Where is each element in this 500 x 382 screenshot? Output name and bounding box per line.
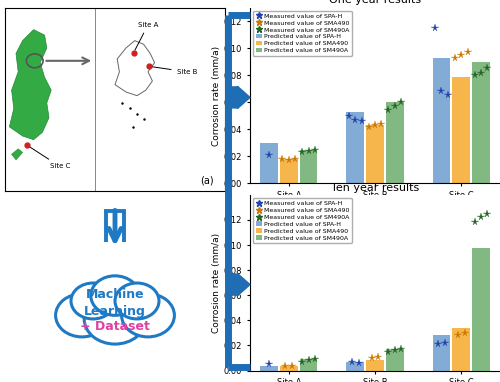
Legend: Measured value of SPA-H, Measured value of SMA490, Measured value of SM490A, Pre: Measured value of SPA-H, Measured value … <box>253 198 352 243</box>
Legend: Measured value of SPA-H, Measured value of SMA490, Measured value of SM490A, Pre: Measured value of SPA-H, Measured value … <box>253 11 352 56</box>
Circle shape <box>122 294 174 337</box>
Text: Site C: Site C <box>30 147 70 170</box>
Bar <box>432 335 450 371</box>
Text: Site B: Site B <box>152 67 197 75</box>
Circle shape <box>71 283 115 319</box>
Bar <box>346 112 364 183</box>
Text: (c): (c) <box>255 200 270 210</box>
Text: + Dataset: + Dataset <box>80 320 150 333</box>
Circle shape <box>91 276 139 316</box>
Bar <box>280 366 297 371</box>
Bar <box>300 359 318 371</box>
Bar <box>386 102 404 183</box>
Bar <box>366 361 384 371</box>
Title: One year results: One year results <box>329 0 421 5</box>
Bar <box>280 159 297 183</box>
Text: (b): (b) <box>255 13 271 23</box>
Bar <box>386 349 404 371</box>
Bar <box>260 366 278 371</box>
Bar <box>452 328 470 371</box>
Text: (a): (a) <box>200 175 214 186</box>
Bar <box>472 62 490 183</box>
Polygon shape <box>10 30 51 140</box>
Bar <box>452 76 470 183</box>
Bar <box>346 362 364 371</box>
Circle shape <box>115 283 159 319</box>
Bar <box>472 248 490 371</box>
Bar <box>260 143 278 183</box>
Circle shape <box>84 294 146 344</box>
Text: Site A: Site A <box>135 22 158 50</box>
Bar <box>366 125 384 183</box>
Polygon shape <box>12 149 22 160</box>
Y-axis label: Corrosion rate (mm/a): Corrosion rate (mm/a) <box>212 45 221 146</box>
Circle shape <box>56 294 108 337</box>
Bar <box>432 58 450 183</box>
Title: Ten year results: Ten year results <box>331 183 419 193</box>
Bar <box>300 150 318 183</box>
Y-axis label: Corrosion rate (mm/a): Corrosion rate (mm/a) <box>212 233 221 333</box>
Text: Machine
Learning: Machine Learning <box>84 288 146 318</box>
